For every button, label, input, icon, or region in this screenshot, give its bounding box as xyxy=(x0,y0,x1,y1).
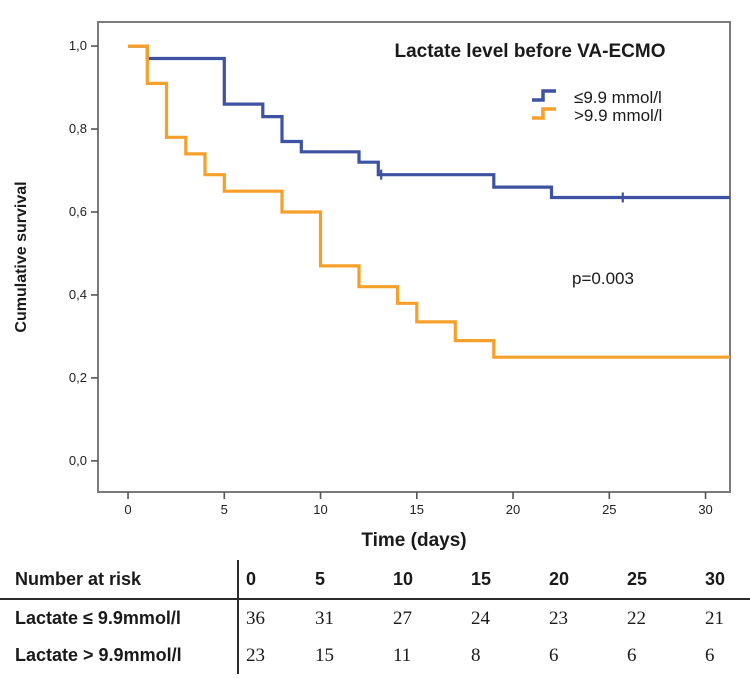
legend-label-gt: >9.9 mmol/l xyxy=(574,106,662,125)
risk-row-label-le: Lactate ≤ 9.9mmol/l xyxy=(15,608,181,628)
risk-value: 36 xyxy=(237,600,315,637)
p-value-annotation: p=0.003 xyxy=(572,269,634,288)
y-tick-label: 0,8 xyxy=(69,121,87,136)
risk-time-25: 25 xyxy=(627,560,705,600)
risk-value: 6 xyxy=(705,644,715,666)
risk-value: 6 xyxy=(627,644,637,666)
table-gutter xyxy=(0,600,15,637)
risk-value: 24 xyxy=(471,607,490,629)
x-axis-title: Time (days) xyxy=(361,530,466,551)
plot-border xyxy=(97,21,731,493)
risk-time-10: 10 xyxy=(393,560,471,600)
risk-time-15: 15 xyxy=(471,560,549,600)
risk-row-label-gt: Lactate > 9.9mmol/l xyxy=(15,645,182,665)
legend-step-glyph-le-icon xyxy=(532,89,556,102)
table-gutter xyxy=(0,560,15,600)
survival-chart-svg: 0 5 10 15 20 25 30 0,0 0,2 0,4 0,6 0,8 1,0 Cumulativ… xyxy=(13,21,731,551)
risk-value: 8 xyxy=(471,644,481,666)
y-tick-label: 0,2 xyxy=(69,370,87,385)
risk-value: 15 xyxy=(315,644,334,666)
x-tick-label: 15 xyxy=(410,502,424,517)
risk-time-20: 20 xyxy=(549,560,627,600)
legend-step-glyph-gt-icon xyxy=(532,107,556,120)
risk-time-0: 0 xyxy=(237,560,315,600)
legend-title: Lactate level before VA-ECMO xyxy=(394,41,665,62)
table-gutter xyxy=(0,637,15,674)
risk-value: 23 xyxy=(237,637,315,674)
survival-chart: 0 5 10 15 20 25 30 0,0 0,2 0,4 0,6 0,8 1,0 Cumulativ… xyxy=(13,21,731,551)
survival-curve-le xyxy=(128,44,730,200)
risk-value: 31 xyxy=(315,607,334,629)
survival-curves xyxy=(128,44,730,359)
legend-label-le: ≤9.9 mmol/l xyxy=(574,88,662,107)
y-tick-label: 0,6 xyxy=(69,204,87,219)
x-tick-label: 20 xyxy=(506,502,520,517)
x-tick-label: 30 xyxy=(698,502,712,517)
risk-table-header: Number at risk xyxy=(15,560,237,600)
x-tick-label: 10 xyxy=(313,502,327,517)
risk-value: 6 xyxy=(549,644,559,666)
table-spacer xyxy=(0,552,750,560)
x-tick-label: 0 xyxy=(124,502,131,517)
risk-value: 23 xyxy=(549,607,568,629)
risk-value: 21 xyxy=(705,607,724,629)
risk-time-5: 5 xyxy=(315,560,393,600)
axis-ticks: 0 5 10 15 20 25 30 0,0 0,2 0,4 0,6 0,8 1,0 xyxy=(69,38,713,517)
y-tick-label: 0,0 xyxy=(69,453,87,468)
risk-value: 27 xyxy=(393,607,412,629)
risk-value: 22 xyxy=(627,607,646,629)
survival-curve-gt xyxy=(128,44,730,359)
risk-value: 11 xyxy=(393,644,412,666)
y-tick-label: 1,0 xyxy=(69,38,87,53)
y-axis-title: Cumulative survival xyxy=(13,181,30,332)
number-at-risk-table: Number at risk 0 5 10 15 20 25 30 Lactat… xyxy=(0,552,750,679)
x-tick-label: 5 xyxy=(221,502,228,517)
x-tick-label: 25 xyxy=(602,502,616,517)
y-tick-label: 0,4 xyxy=(69,287,87,302)
risk-time-30: 30 xyxy=(705,560,750,600)
